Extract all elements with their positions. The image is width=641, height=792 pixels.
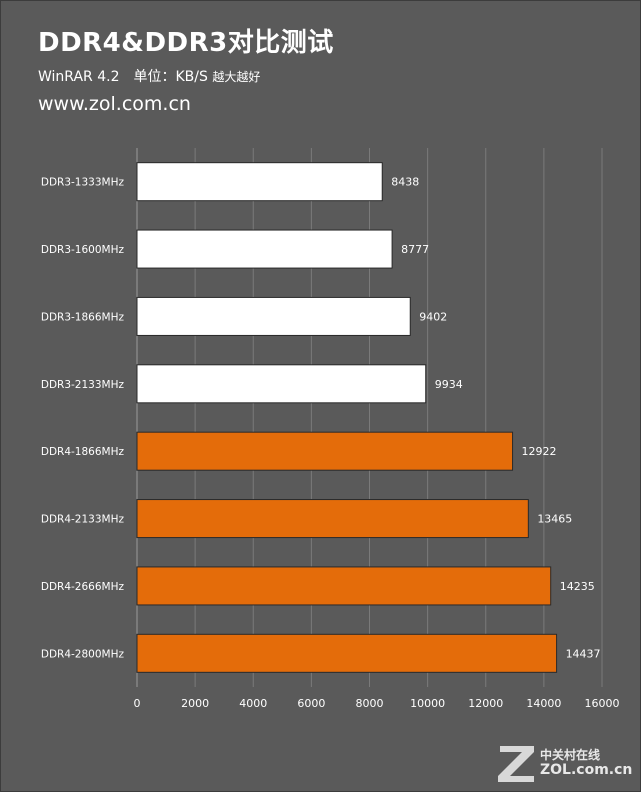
data-label: 14437 bbox=[566, 647, 601, 660]
category-label: DDR3-2133MHz bbox=[41, 379, 125, 391]
category-label: DDR3-1600MHz bbox=[41, 244, 125, 256]
category-label: DDR4-2666MHz bbox=[41, 581, 125, 593]
x-tick-label: 2000 bbox=[181, 697, 209, 710]
data-label: 8438 bbox=[391, 176, 419, 189]
bar bbox=[136, 431, 514, 471]
data-label: 14235 bbox=[560, 580, 595, 593]
chart-subtitle: WinRAR 4.2 单位：KB/S 越大越好 bbox=[38, 66, 260, 86]
x-tick-label: 4000 bbox=[239, 697, 267, 710]
bar bbox=[136, 229, 393, 269]
x-tick-label: 8000 bbox=[356, 697, 384, 710]
zol-watermark: 中关村在线 ZOL.com.cn bbox=[494, 740, 634, 786]
data-label: 13465 bbox=[537, 513, 572, 526]
x-tick-label: 12000 bbox=[468, 697, 503, 710]
bar bbox=[136, 499, 529, 539]
category-label: DDR4-1866MHz bbox=[41, 446, 125, 458]
labels: 0 2000 4000 6000 8000 10000 12000 14000 16000 DDR… bbox=[41, 176, 620, 710]
watermark-en: ZOL.com.cn bbox=[540, 762, 633, 778]
x-tick-label: 6000 bbox=[297, 697, 325, 710]
data-label: 9402 bbox=[419, 310, 447, 323]
data-label: 9934 bbox=[435, 378, 463, 391]
source-site: www.zol.com.cn bbox=[38, 93, 191, 115]
data-label: 8777 bbox=[401, 243, 429, 256]
bar bbox=[136, 296, 411, 336]
subtitle-test-name: WinRAR 4.2 bbox=[38, 69, 120, 85]
category-label: DDR4-2800MHz bbox=[41, 648, 125, 660]
data-label: 12922 bbox=[522, 445, 557, 458]
bars bbox=[136, 162, 558, 673]
subtitle-note: 越大越好 bbox=[212, 70, 261, 84]
watermark-cn: 中关村在线 bbox=[540, 748, 601, 762]
bar bbox=[136, 162, 383, 202]
category-label: DDR4-2133MHz bbox=[41, 514, 125, 526]
gridlines bbox=[136, 148, 603, 687]
category-label: DDR3-1866MHz bbox=[41, 311, 125, 323]
x-tick-label: 16000 bbox=[585, 697, 620, 710]
bar bbox=[136, 566, 552, 606]
zol-logo-icon bbox=[498, 746, 534, 782]
bar bbox=[136, 364, 427, 404]
bar bbox=[136, 633, 558, 673]
subtitle-unit: 单位：KB/S bbox=[133, 69, 208, 85]
x-tick-label: 14000 bbox=[526, 697, 561, 710]
x-tick-label: 10000 bbox=[410, 697, 445, 710]
category-label: DDR3-1333MHz bbox=[41, 177, 125, 189]
x-tick-label: 0 bbox=[134, 697, 141, 710]
chart-title: DDR4&DDR3对比测试 bbox=[38, 28, 334, 58]
